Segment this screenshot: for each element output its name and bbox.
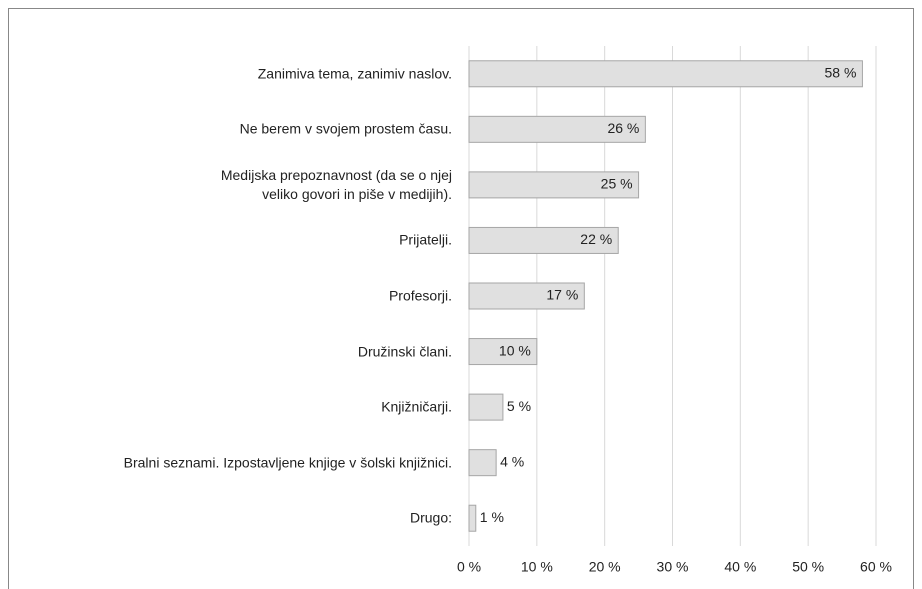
data-label: 22 %	[580, 231, 612, 247]
data-label: 25 %	[601, 176, 633, 192]
x-tick-label: 40 %	[724, 559, 756, 575]
bar	[468, 115, 646, 143]
x-tick-label: 0 %	[457, 559, 481, 575]
data-label: 26 %	[607, 120, 639, 136]
bar	[468, 171, 640, 199]
bar	[468, 449, 497, 477]
category-label: Profesorji.	[388, 287, 452, 304]
bar	[468, 393, 504, 421]
data-label: 4 %	[500, 453, 524, 469]
data-label: 5 %	[507, 398, 531, 414]
data-label: 10 %	[499, 342, 531, 358]
category-label: Bralni seznami. Izpostavljene knjige v š…	[123, 454, 452, 471]
data-label: 17 %	[546, 287, 578, 303]
bar	[468, 282, 585, 310]
category-label: Ne berem v svojem prostem času.	[239, 120, 452, 137]
data-label: 1 %	[480, 509, 504, 525]
category-label: Zanimiva tema, zanimiv naslov.	[257, 65, 452, 82]
category-label: Drugo:	[409, 509, 452, 526]
bar	[468, 504, 477, 532]
bar	[468, 338, 538, 366]
data-label: 58 %	[825, 64, 857, 80]
x-tick-label: 60 %	[860, 559, 892, 575]
bar	[468, 60, 863, 88]
category-label: Knjižničarji.	[381, 398, 452, 415]
category-label: Družinski člani.	[357, 343, 452, 360]
category-label: Medijska prepoznavnost (da se o njej vel…	[220, 166, 452, 202]
x-tick-label: 50 %	[792, 559, 824, 575]
frame	[8, 8, 914, 589]
bar	[468, 226, 619, 254]
x-tick-label: 10 %	[521, 559, 553, 575]
category-label: Prijatelji.	[399, 231, 452, 248]
x-tick-label: 30 %	[657, 559, 689, 575]
x-tick-label: 20 %	[589, 559, 621, 575]
